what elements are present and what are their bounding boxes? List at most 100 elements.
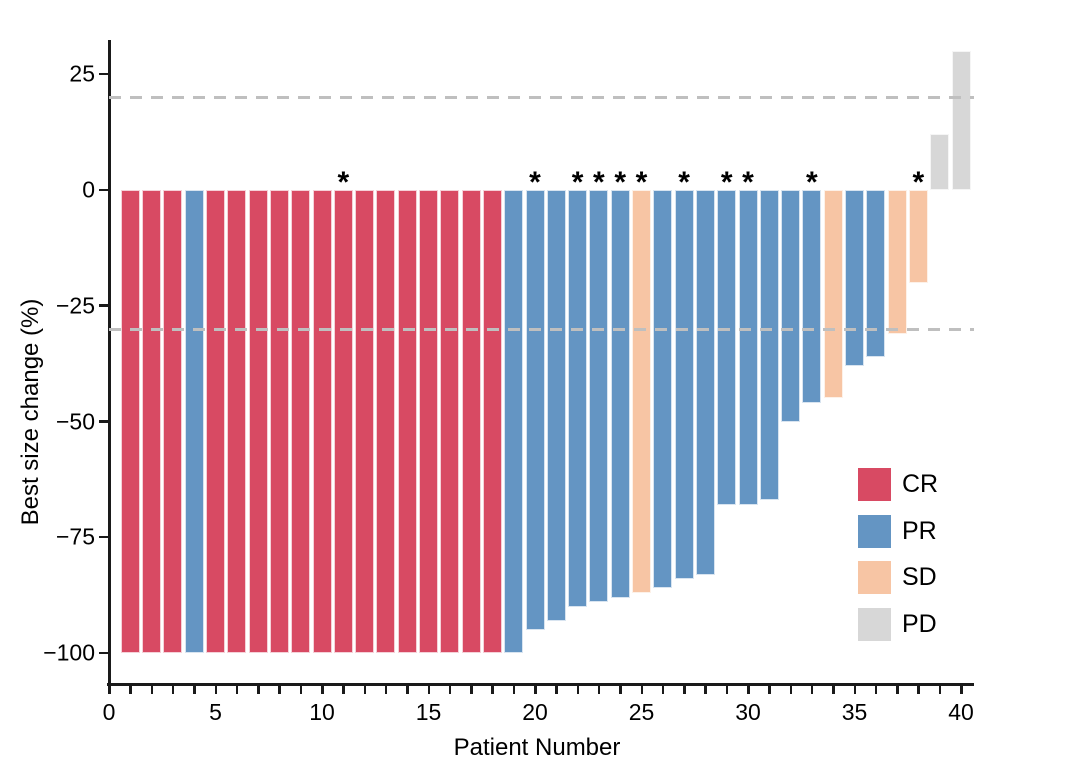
significance-asterisk-patient-20: * — [529, 166, 541, 199]
x-tick-label-40: 40 — [948, 699, 974, 725]
legend-swatch-PR — [858, 514, 891, 548]
bar-patient-33-PR — [802, 190, 822, 404]
bar-patient-7-CR — [248, 190, 268, 654]
y-tick-0 — [99, 188, 108, 191]
x-tick-39 — [938, 686, 942, 694]
significance-asterisk-patient-30: * — [742, 166, 754, 199]
significance-asterisk-patient-25: * — [635, 166, 648, 199]
x-tick-8 — [278, 686, 281, 694]
bar-patient-30-PR — [738, 190, 758, 505]
x-tick-3 — [171, 686, 175, 694]
x-tick-24 — [619, 686, 622, 694]
significance-asterisk-patient-38: * — [912, 166, 925, 199]
bar-patient-6-CR — [227, 190, 247, 654]
x-tick-label-15: 15 — [415, 699, 442, 725]
bar-patient-9-CR — [291, 190, 311, 654]
x-tick-31 — [768, 686, 771, 694]
x-tick-27 — [683, 686, 686, 694]
x-tick-0 — [108, 686, 111, 694]
x-tick-30 — [747, 686, 750, 694]
x-tick-4 — [193, 686, 196, 694]
bar-patient-15-CR — [419, 190, 438, 654]
x-tick-label-30: 30 — [735, 699, 761, 725]
x-tick-26 — [661, 686, 665, 694]
x-tick-14 — [406, 686, 409, 694]
x-tick-label-25: 25 — [628, 699, 655, 725]
x-tick-2 — [150, 686, 154, 694]
y-tick-−25 — [99, 304, 108, 307]
x-tick-20 — [534, 686, 537, 694]
x-tick-17 — [470, 686, 473, 694]
y-tick-label-25: 25 — [69, 60, 95, 87]
legend-swatch-CR — [858, 468, 891, 501]
legend-label-SD: SD — [902, 563, 937, 591]
x-tick-13 — [384, 686, 388, 694]
significance-asterisk-patient-23: * — [593, 166, 605, 199]
x-tick-38 — [917, 686, 920, 694]
y-tick-−75 — [99, 535, 108, 539]
x-tick-28 — [704, 686, 707, 694]
y-tick-25 — [99, 72, 108, 76]
x-tick-label-5: 5 — [209, 699, 222, 725]
bar-patient-26-PR — [653, 190, 673, 589]
x-tick-36 — [874, 686, 878, 694]
bar-patient-29-PR — [717, 190, 737, 505]
bar-patient-40-PD — [951, 51, 971, 190]
bar-patient-18-CR — [482, 190, 502, 654]
bar-patient-12-CR — [355, 190, 375, 654]
x-tick-label-10: 10 — [309, 699, 335, 725]
y-tick-label-−75: −75 — [55, 523, 95, 550]
significance-asterisk-patient-24: * — [614, 166, 627, 199]
bar-patient-25-SD — [632, 190, 651, 593]
reference-line-plus20 — [109, 95, 974, 99]
significance-asterisk-patient-11: * — [337, 166, 350, 199]
bar-patient-20-PR — [525, 190, 545, 630]
bar-patient-35-PR — [845, 190, 864, 366]
significance-asterisk-patient-29: * — [720, 166, 733, 199]
x-tick-label-35: 35 — [841, 699, 868, 725]
bar-patient-22-PR — [568, 190, 588, 607]
bar-patient-14-CR — [397, 190, 417, 654]
x-tick-35 — [853, 686, 856, 694]
bar-patient-4-PR — [184, 190, 204, 654]
bar-patient-8-CR — [269, 190, 289, 654]
x-tick-10 — [321, 686, 324, 694]
x-tick-16 — [448, 686, 452, 694]
y-tick-label-−25: −25 — [55, 292, 95, 319]
y-tick-label-−50: −50 — [55, 408, 95, 435]
bar-patient-21-PR — [546, 190, 566, 621]
legend-label-PR: PR — [902, 516, 937, 545]
y-tick-label-−100: −100 — [43, 639, 95, 666]
x-tick-5 — [214, 686, 217, 694]
x-tick-6 — [235, 686, 239, 694]
bar-patient-36-PR — [866, 190, 886, 357]
x-tick-21 — [555, 686, 558, 694]
x-tick-37 — [896, 686, 899, 694]
bar-patient-39-PD — [930, 134, 950, 190]
bar-patient-5-CR — [206, 190, 225, 654]
x-tick-34 — [832, 686, 835, 694]
x-axis-line — [107, 683, 974, 686]
bar-patient-34-SD — [823, 190, 843, 399]
legend-swatch-SD — [858, 561, 891, 594]
y-axis-title: Best size change (%) — [17, 298, 44, 526]
bar-patient-37-SD — [887, 190, 907, 334]
bar-patient-19-PR — [504, 190, 524, 654]
x-tick-25 — [640, 686, 643, 694]
bar-patient-2-CR — [142, 190, 162, 654]
x-tick-1 — [129, 686, 132, 694]
significance-asterisk-patient-27: * — [678, 166, 690, 199]
x-tick-29 — [725, 686, 729, 694]
significance-asterisk-patient-22: * — [571, 166, 584, 199]
reference-line-minus30 — [109, 327, 974, 331]
bar-patient-27-PR — [674, 190, 694, 580]
bar-patient-1-CR — [120, 190, 140, 654]
x-tick-32 — [789, 686, 793, 694]
bar-patient-10-CR — [312, 190, 332, 654]
x-tick-7 — [257, 686, 260, 694]
x-tick-15 — [427, 686, 430, 694]
bar-patient-23-PR — [589, 190, 609, 603]
bar-patient-11-CR — [333, 190, 353, 654]
x-tick-label-20: 20 — [522, 699, 548, 725]
